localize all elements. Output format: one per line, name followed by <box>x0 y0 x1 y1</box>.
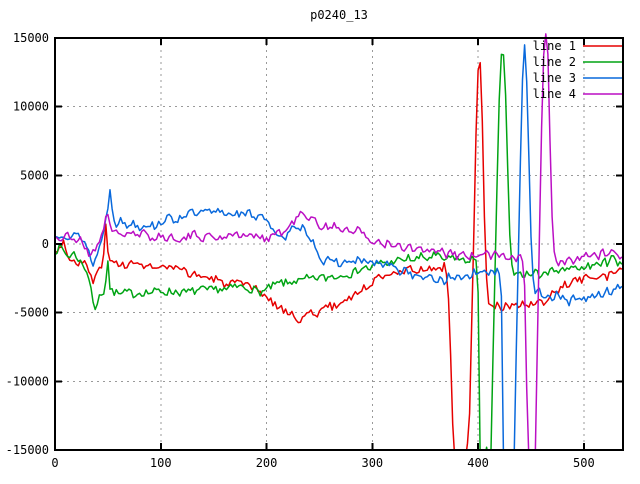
x-tick-label-0: 0 <box>51 456 58 470</box>
x-tick-label-200: 200 <box>256 456 278 470</box>
series-line-2 <box>55 53 623 451</box>
y-tick-label-10000: 10000 <box>13 100 49 114</box>
y-tick-label--10000: -10000 <box>6 374 49 388</box>
x-tick-label-500: 500 <box>573 456 595 470</box>
series-line-1 <box>55 61 623 451</box>
axis-labels: 0 100 200 300 400 500 -15000 -10000 -5000 0 5000 10… <box>6 31 595 470</box>
y-tick-label-15000: 15000 <box>13 31 49 45</box>
y-tick-label-5000: 5000 <box>20 168 49 182</box>
y-tick-label-0: 0 <box>42 237 49 251</box>
plot-frame <box>54 37 624 451</box>
x-tick-label-400: 400 <box>467 456 489 470</box>
legend-label-line-2: line 2 <box>533 55 576 69</box>
series-line-3 <box>55 44 623 451</box>
legend-label-line-1: line 1 <box>533 39 576 53</box>
x-tick-label-300: 300 <box>361 456 383 470</box>
y-tick-label--15000: -15000 <box>6 443 49 457</box>
series-line-4 <box>55 33 623 451</box>
legend: line 1 line 2 line 3 line 4 <box>533 39 622 101</box>
data-series <box>55 33 623 451</box>
y-tick-label--5000: -5000 <box>13 306 49 320</box>
x-tick-label-100: 100 <box>150 456 172 470</box>
legend-label-line-3: line 3 <box>533 71 576 85</box>
legend-label-line-4: line 4 <box>533 87 576 101</box>
chart-title: p0240_13 <box>310 8 368 22</box>
